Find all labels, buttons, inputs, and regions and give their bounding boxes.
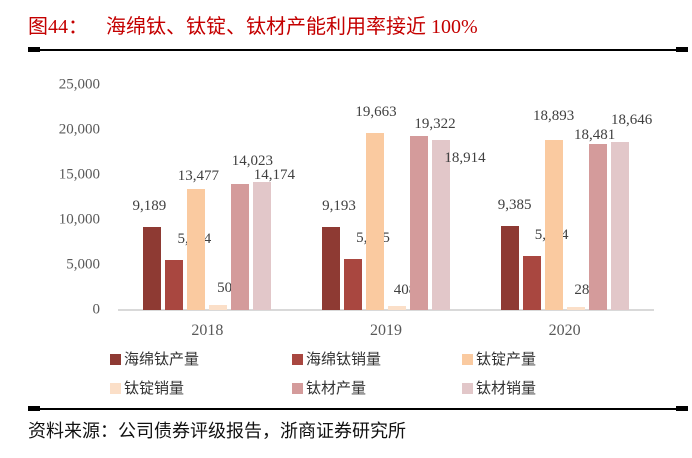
legend-label: 海绵钛销量 [306,352,382,368]
bar-series2-2018 [165,259,184,310]
bar-value-label: 9,189 [132,198,167,215]
bar-value-label: 18,646 [611,112,653,129]
legend-item: 钛锭产量 [462,353,536,368]
source-note: 资料来源：公司债券评级报告，浙商证券研究所 [28,421,406,441]
legend-item: 钛材销量 [462,382,536,397]
divider-endcap-right [676,47,688,52]
bar-value-label: 14,174 [253,167,295,184]
bar-value-label: 13,477 [177,167,219,184]
bar-value-label: 18,481 [574,126,616,143]
divider-endcap-left [28,47,40,52]
legend-item: 海绵钛产量 [110,353,199,368]
bar-series6-2018 [253,182,272,310]
legend-label: 钛材销量 [476,381,537,397]
legend-item: 海绵钛销量 [292,353,381,368]
bar-value-label: 18,914 [444,149,486,166]
bar-value-label: 18,893 [533,107,575,124]
legend-swatch [292,354,303,365]
bar-series3-2018 [187,188,206,310]
bar-series5-2018 [231,183,250,310]
y-axis-tick-label: 25,000 [58,76,100,93]
legend-label: 海绵钛产量 [124,352,200,368]
bar-value-label: 9,193 [322,198,356,215]
y-axis-tick-label: 5,000 [66,256,100,273]
figure-number: 图44： [28,16,88,38]
divider-endcap-right [676,406,688,411]
legend-label: 钛锭销量 [124,381,185,397]
top-divider [28,47,688,52]
bar-series1-2018 [143,227,162,310]
x-axis-line [118,309,654,311]
bar-series1-2019 [322,227,340,310]
bar-value-label: 14,023 [231,152,273,169]
x-axis-tick-label: 2018 [191,322,224,339]
legend-swatch [292,383,303,394]
bar-series3-2020 [544,139,563,310]
y-axis-tick-label: 20,000 [58,121,100,138]
bar-chart: 05,00010,00015,00020,00025,0009,1895,564… [58,76,654,397]
bar-series4-2018 [209,305,228,310]
bar-value-label: 19,322 [414,116,456,133]
legend-label: 钛锭产量 [476,352,537,368]
y-axis-tick-label: 0 [92,301,101,318]
bar-series2-2020 [522,256,541,310]
divider-endcap-left [28,406,40,411]
bar-series3-2019 [366,133,384,310]
legend-swatch [462,354,473,365]
bar-value-label: 9,385 [497,196,532,213]
legend-label: 钛材产量 [306,381,367,397]
legend-item: 钛材产量 [292,382,366,397]
x-axis-tick-label: 2020 [548,322,581,339]
divider-line [28,49,688,51]
legend-swatch [110,354,121,365]
bar-series1-2020 [500,225,519,310]
figure-title: 图44： 海绵钛、钛锭、钛材产能利用率接近 100% [28,10,478,39]
bar-series5-2020 [588,143,607,310]
bar-series6-2020 [610,142,629,310]
y-axis-tick-label: 10,000 [58,211,100,228]
bottom-divider [28,406,688,411]
legend-swatch [462,383,473,394]
bar-value-label: 19,663 [355,104,397,121]
bar-series6-2019 [432,139,450,310]
figure-title-text: 海绵钛、钛锭、钛材产能利用率接近 100% [106,16,478,38]
legend-item: 钛锭销量 [110,382,184,397]
bar-series5-2019 [410,136,428,310]
legend-swatch [110,383,121,394]
y-axis-tick-label: 15,000 [58,166,100,183]
divider-line [28,408,688,410]
bar-series4-2020 [566,307,585,310]
x-axis-tick-label: 2019 [370,322,402,339]
bar-series2-2019 [344,259,362,310]
bar-series4-2019 [388,306,406,310]
